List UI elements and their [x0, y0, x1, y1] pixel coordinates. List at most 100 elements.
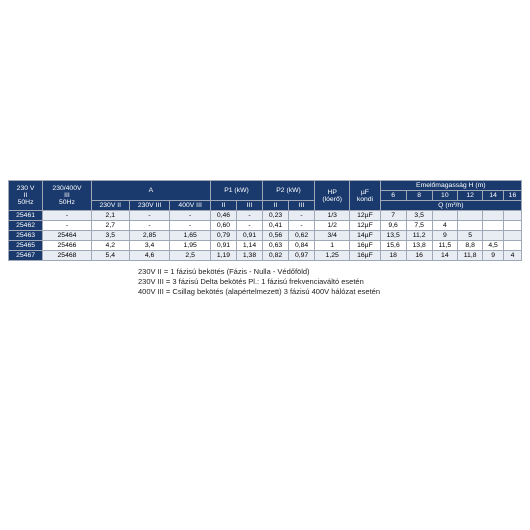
table-cell: 0,82 [263, 251, 289, 261]
table-cell: 9 [432, 231, 457, 241]
h-A-230viii: 230V III [129, 201, 170, 211]
table-cell: 0,97 [289, 251, 315, 261]
table-cell: 0,84 [289, 241, 315, 251]
table-cell [483, 231, 504, 241]
content-area: 230 VII50Hz 230/400VIII50Hz A P1 (kW) P2… [0, 0, 530, 297]
table-cell: 0,79 [210, 231, 236, 241]
table-cell: 1,25 [315, 251, 350, 261]
table-cell: 3,5 [91, 231, 129, 241]
table-cell: 1/3 [315, 211, 350, 221]
table-cell: 25465 [9, 241, 43, 251]
h-emelo: Emelőmagasság H (m) [380, 181, 521, 191]
table-cell: 0,56 [263, 231, 289, 241]
note-line: 400V III = Csillag bekötés (alapértelmez… [138, 287, 522, 297]
h-P2: P2 (kW) [263, 181, 315, 201]
table-cell: 4 [503, 251, 521, 261]
table-cell: 1,38 [236, 251, 262, 261]
table-cell: - [289, 221, 315, 231]
table-cell: 12µF [350, 211, 380, 221]
table-row: 25463254643,52,851,650,790,910,560,623/4… [9, 231, 522, 241]
table-cell: 3,5 [406, 211, 432, 221]
table-cell [483, 221, 504, 231]
h-P1: P1 (kW) [210, 181, 262, 201]
table-cell: 2,1 [91, 211, 129, 221]
table-header: 230 VII50Hz 230/400VIII50Hz A P1 (kW) P2… [9, 181, 522, 211]
table-cell: 15,6 [380, 241, 406, 251]
h-h10: 10 [432, 191, 457, 201]
table-body: 25461-2,1--0,46-0,23-1/312µF73,525462-2,… [9, 211, 522, 261]
h-230v-ii: 230 VII50Hz [9, 181, 43, 211]
h-uF: µFkondi [350, 181, 380, 211]
table-cell: 0,91 [210, 241, 236, 251]
table-cell: 18 [380, 251, 406, 261]
table-cell: 1,65 [170, 231, 211, 241]
table-cell: 9 [483, 251, 504, 261]
table-cell: 1,14 [236, 241, 262, 251]
h-h12: 12 [457, 191, 482, 201]
table-cell: 7,5 [406, 221, 432, 231]
table-cell: - [129, 211, 170, 221]
table-row: 25462-2,7--0,60-0,41-1/212µF9,67,54 [9, 221, 522, 231]
h-P1-iii: III [236, 201, 262, 211]
table-cell: 0,63 [263, 241, 289, 251]
table-cell: 0,41 [263, 221, 289, 231]
table-cell: 4 [432, 221, 457, 231]
notes-block: 230V II = 1 fázisú bekötés (Fázis - Null… [138, 267, 522, 297]
table-cell: 1 [315, 241, 350, 251]
table-cell: - [129, 221, 170, 231]
table-cell: 25463 [9, 231, 43, 241]
table-cell: 11,2 [406, 231, 432, 241]
table-row: 25465254664,23,41,950,911,140,630,84116µ… [9, 241, 522, 251]
table-cell: 25461 [9, 211, 43, 221]
table-cell: 0,23 [263, 211, 289, 221]
table-cell: - [170, 221, 211, 231]
table-cell: 4,5 [483, 241, 504, 251]
note-line: 230V III = 3 fázisú Delta bekötés Pl.: 1… [138, 277, 522, 287]
table-cell: 13,5 [380, 231, 406, 241]
table-cell: - [43, 221, 92, 231]
table-cell [503, 211, 521, 221]
table-cell [503, 241, 521, 251]
table-cell [503, 221, 521, 231]
h-A: A [91, 181, 210, 201]
table-cell: 4,6 [129, 251, 170, 261]
table-cell: 25468 [43, 251, 92, 261]
table-cell: 16µF [350, 241, 380, 251]
table-cell: 14 [432, 251, 457, 261]
table-cell: 9,6 [380, 221, 406, 231]
h-h8: 8 [406, 191, 432, 201]
table-cell [503, 231, 521, 241]
table-cell [457, 221, 482, 231]
table-cell: 25466 [43, 241, 92, 251]
table-cell [457, 211, 482, 221]
table-cell: 5,4 [91, 251, 129, 261]
table-cell: 0,62 [289, 231, 315, 241]
table-cell: 2,5 [170, 251, 211, 261]
table-cell: 11,8 [457, 251, 482, 261]
table-cell: 0,60 [210, 221, 236, 231]
table-cell: 8,8 [457, 241, 482, 251]
h-P1-ii: II [210, 201, 236, 211]
h-P2-ii: II [263, 201, 289, 211]
table-cell [483, 211, 504, 221]
note-line: 230V II = 1 fázisú bekötés (Fázis - Null… [138, 267, 522, 277]
table-cell: 25467 [9, 251, 43, 261]
table-cell: 3/4 [315, 231, 350, 241]
table-cell: 2,7 [91, 221, 129, 231]
table-row: 25467254685,44,62,51,191,380,820,971,251… [9, 251, 522, 261]
table-cell: 16µF [350, 251, 380, 261]
table-cell: 25462 [9, 221, 43, 231]
table-cell: - [43, 211, 92, 221]
table-cell: 1,95 [170, 241, 211, 251]
table-cell: 2,85 [129, 231, 170, 241]
h-Q: Q (m³/h) [380, 201, 521, 211]
h-h14: 14 [483, 191, 504, 201]
table-row: 25461-2,1--0,46-0,23-1/312µF73,5 [9, 211, 522, 221]
h-h6: 6 [380, 191, 406, 201]
spec-table: 230 VII50Hz 230/400VIII50Hz A P1 (kW) P2… [8, 180, 522, 261]
h-A-400viii: 400V III [170, 201, 211, 211]
table-cell: 7 [380, 211, 406, 221]
table-cell: 12µF [350, 221, 380, 231]
table-cell: 5 [457, 231, 482, 241]
table-cell: 13,8 [406, 241, 432, 251]
